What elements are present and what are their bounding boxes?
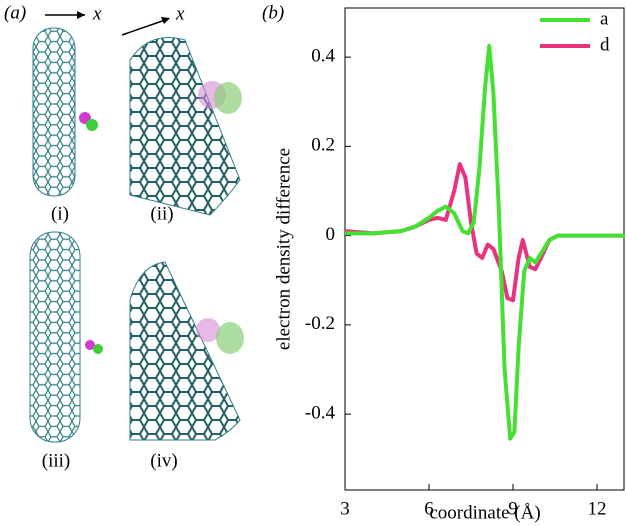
arrow-label: x: [175, 3, 185, 24]
orbital: [214, 82, 242, 114]
plot-frame: [344, 7, 625, 491]
y-tick-label: -0.4: [305, 402, 336, 423]
orbital: [216, 322, 244, 354]
nanotube: [32, 27, 76, 197]
y-tick-label: 0: [326, 224, 336, 245]
x-tick-label: 3: [340, 498, 350, 519]
panel-label: (a): [4, 2, 26, 23]
y-tick-label: 0.2: [311, 135, 335, 156]
y-axis-label: electron density difference: [273, 148, 294, 350]
arrow-head: [161, 17, 170, 24]
orbital: [86, 119, 98, 131]
legend-label: d: [600, 34, 610, 55]
orbital: [85, 340, 95, 350]
nanotube: [129, 37, 241, 216]
arrow: [121, 18, 169, 36]
orbital: [93, 344, 103, 354]
data-line: [345, 43, 625, 441]
sub-label: (iii): [42, 450, 71, 471]
sub-label: (i): [51, 203, 69, 224]
nanotube: [29, 231, 81, 443]
sub-label: (iv): [150, 450, 177, 471]
panel-label: (b): [262, 2, 284, 23]
sub-label: (ii): [150, 203, 173, 224]
arrow-head: [77, 11, 85, 19]
x-tick-label: 9: [508, 498, 518, 519]
nanotube: [129, 261, 241, 441]
x-tick-label: 12: [588, 498, 607, 519]
legend-label: a: [600, 8, 609, 29]
data-line: [344, 162, 625, 303]
x-axis-label: coordinate (Å): [429, 502, 540, 523]
arrow-label: x: [92, 3, 102, 24]
x-tick-label: 6: [424, 498, 434, 519]
orbital: [196, 318, 220, 342]
y-tick-label: -0.2: [305, 313, 335, 334]
y-tick-label: 0.4: [311, 45, 335, 66]
